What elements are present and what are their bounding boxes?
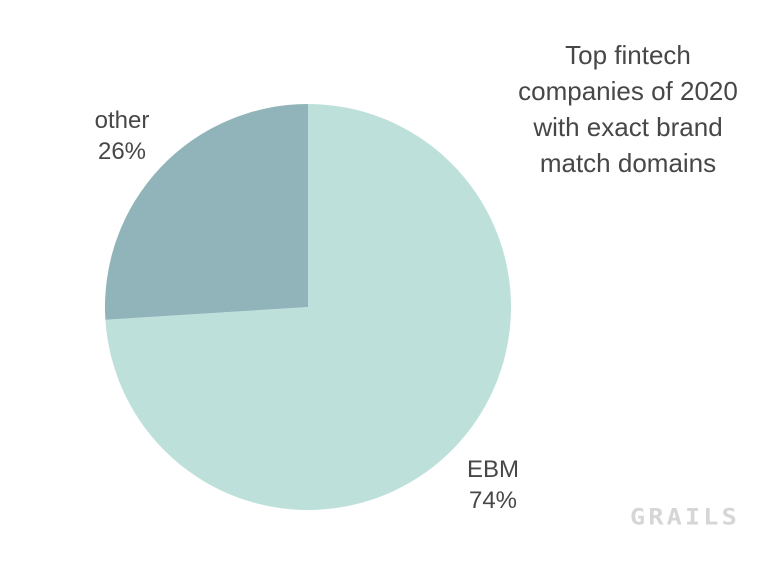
pie-slice-ebm [105, 104, 511, 510]
pie-slice-other [104, 104, 308, 320]
chart-title: Top fintech companies of 2020 with exact… [518, 40, 738, 178]
grails-logo: GRAILS [630, 504, 740, 530]
slice-label-other: other 26% [94, 107, 150, 165]
slice-label-ebm: EBM 74% [466, 456, 519, 514]
